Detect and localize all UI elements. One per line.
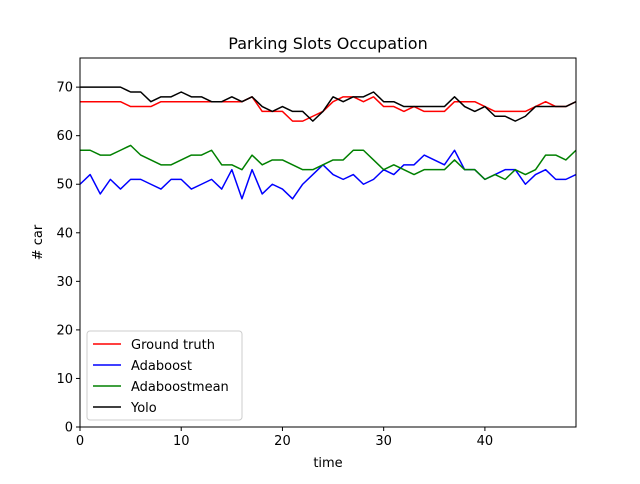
series-line-adaboostmean (80, 144, 576, 181)
x-tick-label: 10 (173, 434, 190, 449)
y-tick-label: 70 (56, 81, 73, 96)
y-tick-label: 0 (65, 421, 73, 436)
legend-entry: Yolo (130, 401, 157, 416)
y-tick-label: 40 (56, 226, 73, 241)
x-axis-label: time (313, 456, 342, 471)
x-tick-label: 40 (477, 434, 494, 449)
series-line-yolo (80, 86, 576, 122)
y-tick-label: 20 (56, 323, 73, 338)
y-tick-label: 60 (56, 129, 73, 144)
legend-entry: Adaboostmean (131, 380, 229, 395)
chart-title: Parking Slots Occupation (228, 34, 427, 53)
x-tick-label: 0 (76, 434, 84, 449)
plot-frame (79, 57, 577, 428)
legend: Ground truth Adaboost Adaboostmean Yolo (86, 330, 243, 421)
series-line-ground-truth (80, 96, 576, 122)
legend-box (86, 330, 243, 421)
y-tick-label: 10 (56, 372, 73, 387)
x-tick-label: 20 (274, 434, 291, 449)
y-tick-label: 50 (56, 178, 73, 193)
y-tick-label: 30 (56, 275, 73, 290)
series-layer (80, 86, 576, 200)
legend-entry: Adaboost (131, 359, 192, 374)
ticks-layer: 0 10 20 30 40 0 10 20 30 40 50 60 70 (56, 81, 493, 449)
y-axis-label: # car (31, 224, 46, 260)
legend-entry: Ground truth (131, 338, 215, 353)
x-tick-label: 30 (375, 434, 392, 449)
